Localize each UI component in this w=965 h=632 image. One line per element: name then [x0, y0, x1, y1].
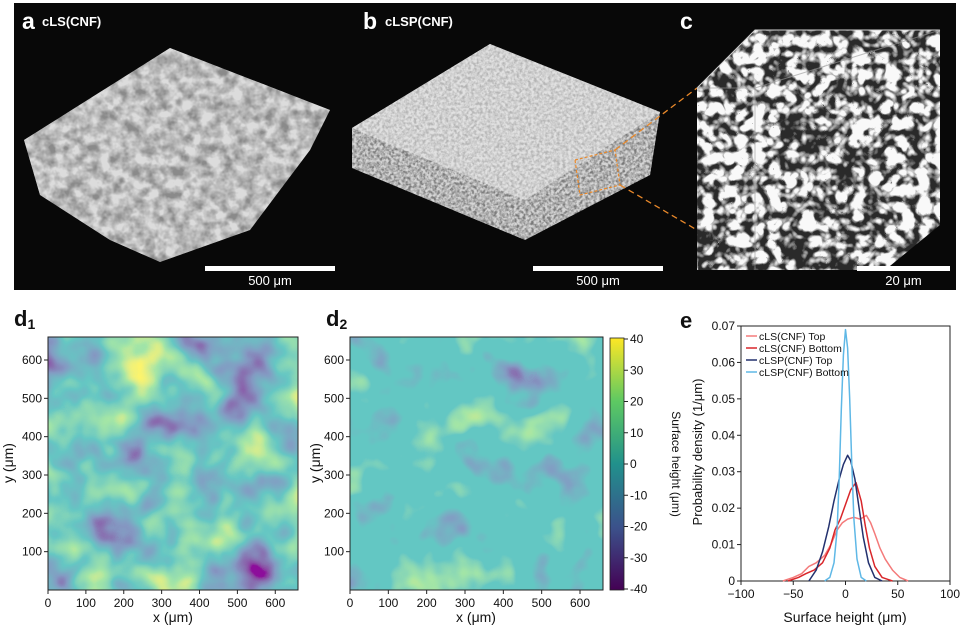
panel-e-letter: e [680, 308, 693, 333]
d2-y-tick-label: 500 [324, 391, 344, 405]
chart-x-tick-label: 100 [940, 587, 960, 601]
d2-x-tick-label: 600 [570, 596, 590, 610]
legend-label-3: cLSP(CNF) Top [759, 355, 832, 367]
chart-y-tick-label: 0.05 [712, 392, 736, 406]
colorbar-tick-label: 40 [630, 332, 644, 346]
panel-a-label: cLS(CNF) [42, 14, 102, 29]
heatmap-d1 [48, 337, 298, 590]
panel-a-letter: a [22, 8, 35, 34]
series-line-1 [782, 514, 909, 582]
chart-y-tick-label: 0.03 [712, 465, 736, 479]
zoom-line-top [614, 87, 698, 151]
chart-frame [740, 325, 951, 582]
d1-x-tick-label: 400 [189, 596, 209, 610]
d1-y-label: y (μm) [0, 443, 16, 483]
colorbar-tick-label: 30 [630, 363, 644, 377]
d1-x-tick-label: 300 [152, 596, 172, 610]
series-line-2 [787, 481, 893, 582]
d1-x-tick-label: 0 [45, 596, 52, 610]
d1-x-label: x (μm) [153, 609, 193, 625]
chart-y-tick-label: 0.02 [712, 501, 736, 515]
zoomed-cube-render [696, 29, 941, 270]
d1-y-tick-label: 200 [22, 506, 42, 520]
d1-x-tick-label: 200 [114, 596, 134, 610]
chart-x-tick-label: 0 [842, 587, 849, 601]
chart-y-tick-label: 0 [728, 574, 735, 588]
chart-y-tick-label: 0.04 [712, 428, 736, 442]
d2-axes: 0 100 200 300 400 500 600 100 200 300 400 500 600 [324, 353, 590, 610]
density-chart: −100 −50 0 50 100 0 0.01 0.02 0.03 0.04 0.05 0.06 0.… [712, 319, 961, 601]
chart-y-tick-label: 0.01 [712, 538, 736, 552]
d1-y-tick-label: 500 [22, 391, 42, 405]
d1-axes: 0 100 200 300 400 500 600 100 200 300 400 500 600 [22, 353, 286, 610]
d2-x-tick-label: 300 [455, 596, 475, 610]
chart-x-label: Surface height (μm) [783, 609, 906, 625]
colorbar-tick-label: 20 [630, 395, 644, 409]
d2-y-tick-label: 200 [324, 506, 344, 520]
panel-d1-letter: d1 [14, 306, 36, 332]
colorbar-tick-label: -30 [630, 551, 648, 565]
scalebar-a [205, 266, 335, 271]
chart-y-tick-label: 0.07 [712, 319, 736, 333]
d2-y-tick-label: 600 [324, 353, 344, 367]
panel-b-letter: b [363, 8, 378, 34]
d2-y-label: y (μm) [307, 443, 323, 483]
chart-y-label: Probability density (1/μm) [690, 379, 705, 526]
d1-y-tick-label: 300 [22, 468, 42, 482]
panel-c-letter: c [680, 8, 693, 34]
colorbar-tick-label: -40 [630, 582, 648, 596]
scalebar-c [857, 266, 950, 271]
scalebar-c-label: 20 μm [885, 273, 922, 288]
series-line-4 [824, 328, 867, 582]
legend-label-4: cLSP(CNF) Bottom [759, 367, 849, 379]
colorbar-tick-label: 0 [630, 457, 637, 471]
scalebar-a-label: 500 μm [248, 273, 292, 288]
colorbar-tick-label: 10 [630, 426, 644, 440]
d2-x-tick-label: 200 [417, 596, 437, 610]
zoom-line-bottom [619, 184, 698, 231]
d2-x-tick-label: 100 [378, 596, 398, 610]
scalebar-b-label: 500 μm [576, 273, 620, 288]
d2-x-tick-label: 0 [347, 596, 354, 610]
heatmap-d2 [350, 337, 603, 590]
colorbar-tick-label: -10 [630, 488, 648, 502]
chart-x-tick-label: −100 [727, 587, 754, 601]
colorbar-axes: 40 30 20 10 0 -10 -20 -30 -40 [624, 332, 648, 596]
panel-d2-letter: d2 [326, 306, 348, 332]
colorbar-label: Surface height (μm) [669, 411, 683, 517]
legend-label-2: cLS(CNF) Bottom [759, 343, 842, 355]
chart-y-tick-label: 0.06 [712, 355, 736, 369]
series-line-3 [808, 454, 883, 582]
d1-x-tick-label: 600 [265, 596, 285, 610]
d1-x-tick-label: 100 [76, 596, 96, 610]
chart-x-tick-label: 50 [891, 587, 905, 601]
d2-y-tick-label: 400 [324, 430, 344, 444]
d1-y-tick-label: 600 [22, 353, 42, 367]
legend-label-1: cLS(CNF) Top [759, 331, 825, 343]
d1-y-tick-label: 400 [22, 430, 42, 444]
d2-x-tick-label: 400 [493, 596, 513, 610]
colorbar [609, 337, 625, 591]
d1-y-tick-label: 100 [22, 545, 42, 559]
d2-y-tick-label: 300 [324, 468, 344, 482]
scalebar-b [533, 266, 663, 271]
panel-b-label: cLSP(CNF) [385, 14, 453, 29]
d1-x-tick-label: 500 [227, 596, 247, 610]
d2-x-label: x (μm) [456, 609, 496, 625]
chart-x-tick-label: −50 [783, 587, 804, 601]
d2-x-tick-label: 500 [532, 596, 552, 610]
d2-y-tick-label: 100 [324, 545, 344, 559]
colorbar-tick-label: -20 [630, 520, 648, 534]
